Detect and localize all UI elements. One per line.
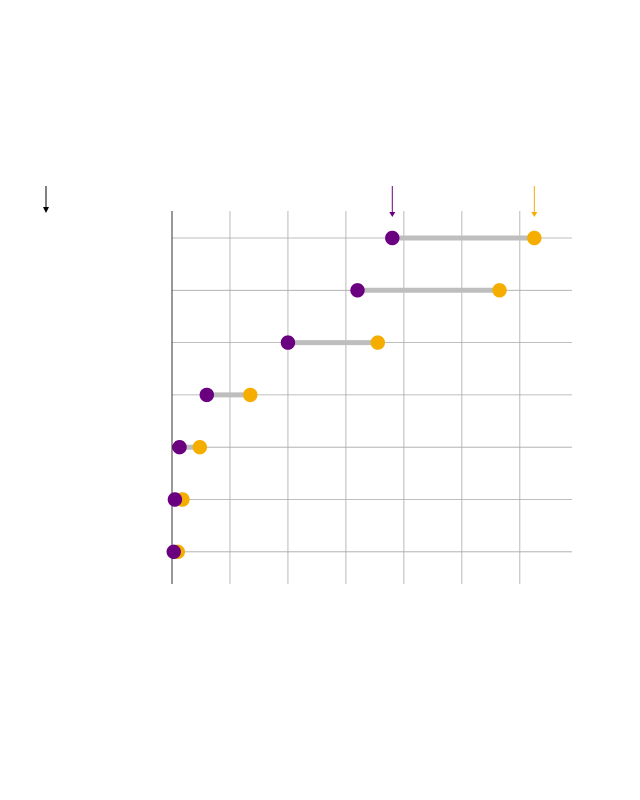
series-1-dot — [199, 387, 214, 403]
series-2-dot — [192, 440, 208, 455]
series-1-dot — [280, 335, 296, 350]
series-2-dot — [370, 335, 385, 350]
dumbbell-dots — [166, 230, 542, 559]
series-arrow-head — [389, 212, 396, 217]
series-2-dot — [492, 283, 507, 298]
series-1-dot — [166, 544, 181, 559]
series-1-dot — [350, 283, 365, 298]
gridlines — [172, 211, 572, 584]
series-2-dot — [527, 230, 542, 246]
series-indicator-arrows — [389, 186, 538, 217]
series-1-dot — [172, 440, 187, 455]
series-arrow-head — [531, 212, 538, 217]
series-2-dot — [243, 387, 258, 403]
series-1-dot — [167, 492, 183, 507]
series-1-dot — [385, 230, 400, 246]
